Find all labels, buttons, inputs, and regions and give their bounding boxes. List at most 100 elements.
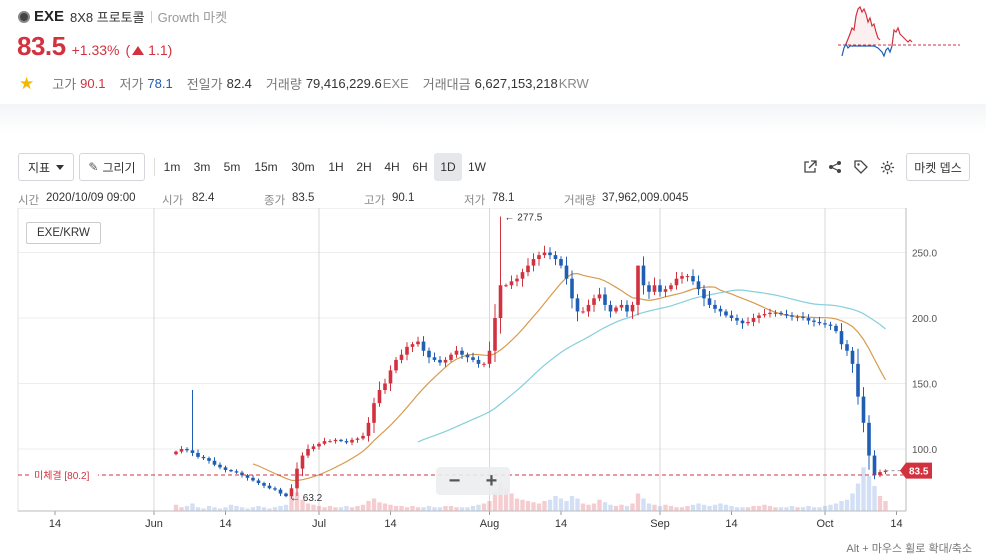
volume-bar bbox=[371, 498, 377, 511]
volume-bar bbox=[366, 501, 371, 511]
timeframe-4h[interactable]: 4H bbox=[384, 160, 400, 174]
candle-body bbox=[520, 272, 525, 279]
candle-body bbox=[366, 422, 371, 436]
zoom-in-button[interactable]: + bbox=[485, 469, 498, 492]
draw-button[interactable]: ✎ 그리기 bbox=[79, 153, 145, 181]
pair-label: EXE/KRW bbox=[26, 222, 101, 244]
volume-bar bbox=[784, 507, 789, 511]
candle-body bbox=[482, 363, 486, 365]
candle-body bbox=[537, 255, 541, 260]
candle-body bbox=[542, 252, 547, 256]
timeframe-15m[interactable]: 15m bbox=[254, 160, 278, 174]
prev-close-value: 82.4 bbox=[226, 76, 252, 91]
candle-body bbox=[707, 298, 712, 305]
timeframe-2h[interactable]: 2H bbox=[356, 160, 372, 174]
timeframe-6h[interactable]: 6H bbox=[412, 160, 428, 174]
candle-body bbox=[592, 298, 596, 305]
candle-body bbox=[300, 455, 305, 469]
candle-body bbox=[218, 464, 222, 468]
candle-body bbox=[179, 449, 184, 452]
candle-body bbox=[207, 458, 211, 461]
x-tick-label: 14 bbox=[49, 518, 61, 530]
candle-body bbox=[801, 316, 805, 318]
volume-bar bbox=[734, 507, 740, 511]
timeframe-30m[interactable]: 30m bbox=[291, 160, 315, 174]
candle-body bbox=[328, 441, 332, 443]
share-icon[interactable] bbox=[826, 158, 844, 176]
volume-bar bbox=[833, 503, 839, 511]
zoom-out-button[interactable]: − bbox=[448, 469, 461, 492]
volume-bar bbox=[602, 502, 608, 511]
chart-axes: 250.0 200.0 150.0 100.0 14 Jun 14 Jul 14 Aug 14 Sep… bbox=[18, 208, 937, 530]
plot-frame bbox=[17, 208, 907, 512]
candle-body bbox=[410, 344, 415, 347]
volume-bar bbox=[344, 506, 349, 511]
x-tick-label: 14 bbox=[384, 518, 396, 530]
volume-bar bbox=[569, 496, 575, 511]
market-depth-button[interactable]: 마켓 뎁스 bbox=[906, 153, 970, 181]
candle-body bbox=[608, 304, 613, 312]
ohlc-volume-value: 37,962,009.0045 bbox=[602, 192, 689, 204]
volume-unit: EXE bbox=[382, 76, 409, 91]
x-tick-label: Sep bbox=[650, 518, 670, 530]
timeframe-1h[interactable]: 1H bbox=[328, 160, 344, 174]
candle-body bbox=[449, 354, 453, 360]
volume-bar bbox=[723, 504, 729, 511]
gear-icon[interactable] bbox=[878, 158, 896, 176]
candle-body bbox=[614, 307, 618, 312]
timeframe-3m[interactable]: 3m bbox=[193, 160, 211, 174]
sparkline-area bbox=[846, 7, 880, 45]
volume-bar bbox=[195, 507, 201, 511]
volume-bar bbox=[316, 506, 322, 511]
volume-bar bbox=[745, 507, 751, 511]
ohlc-low-label: 저가 bbox=[464, 195, 486, 207]
timeframe-1w[interactable]: 1W bbox=[468, 160, 486, 174]
volume-bar bbox=[696, 503, 701, 511]
candle-body bbox=[278, 489, 283, 494]
candle-body bbox=[267, 485, 272, 489]
volume-bar bbox=[465, 507, 470, 511]
gear-glyph bbox=[880, 160, 894, 174]
price-chart[interactable]: 250.0 200.0 150.0 100.0 14 Jun 14 Jul 14 Aug 14 Sep… bbox=[0, 208, 986, 556]
candle-body bbox=[735, 318, 739, 321]
candle-body bbox=[768, 312, 772, 315]
sparkline-chart bbox=[838, 5, 960, 58]
volume-bar bbox=[201, 508, 206, 511]
volume-bar bbox=[536, 503, 542, 511]
tag-icon[interactable] bbox=[852, 158, 870, 176]
candle-body bbox=[691, 276, 695, 282]
candle-body bbox=[383, 383, 387, 391]
unfilled-order-label: 미체결 [80.2] bbox=[34, 470, 90, 482]
volume-bar bbox=[498, 483, 503, 511]
external-link-icon[interactable] bbox=[801, 158, 819, 176]
low-label: 저가 bbox=[119, 77, 144, 92]
star-icon[interactable]: ★ bbox=[19, 74, 35, 93]
volume-bar bbox=[630, 503, 635, 511]
amount-unit: KRW bbox=[558, 76, 589, 91]
volume-bar bbox=[767, 506, 773, 511]
candle-body bbox=[861, 396, 866, 423]
volume-bar bbox=[635, 493, 641, 511]
volume-bar bbox=[762, 504, 767, 511]
title-divider bbox=[150, 10, 152, 23]
candle-body bbox=[878, 472, 882, 476]
ohlc-close-value: 83.5 bbox=[292, 192, 315, 204]
stats-row: ★ 고가 90.1 저가 78.1 전일가 82.4 거래량 79,416,22… bbox=[19, 74, 603, 93]
volume-bar bbox=[756, 506, 762, 511]
x-tick-label: 14 bbox=[555, 518, 567, 530]
volume-bar bbox=[190, 503, 195, 511]
candle-body bbox=[454, 350, 459, 355]
candle-body bbox=[812, 320, 816, 322]
indicator-button[interactable]: 지표 bbox=[18, 153, 74, 181]
volume-bar bbox=[817, 507, 822, 511]
sparkline-down-segment bbox=[841, 42, 893, 58]
volume-bar bbox=[624, 506, 630, 511]
candle-body bbox=[718, 308, 723, 312]
candle-body bbox=[647, 285, 651, 292]
candle-body bbox=[509, 281, 514, 286]
timeframe-1m[interactable]: 1m bbox=[163, 160, 181, 174]
timeframe-5m[interactable]: 5m bbox=[223, 160, 241, 174]
candle-body bbox=[504, 285, 508, 287]
timeframe-1d[interactable]: 1D bbox=[434, 153, 462, 181]
volume-bar bbox=[839, 501, 844, 511]
